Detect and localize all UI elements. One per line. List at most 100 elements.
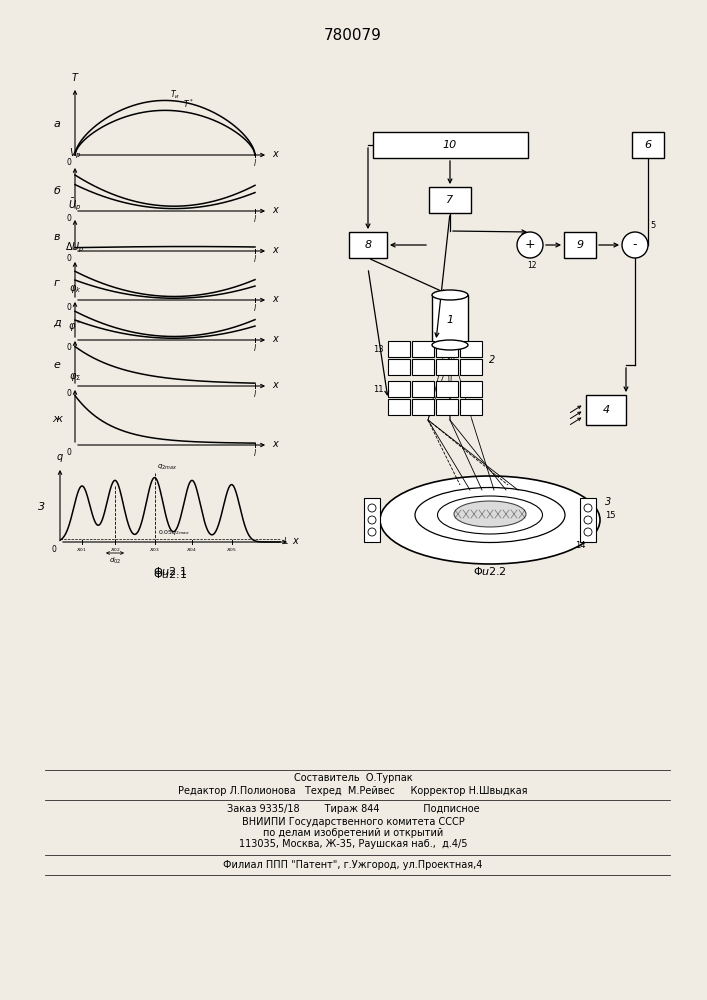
- Text: 10: 10: [443, 140, 457, 150]
- Circle shape: [368, 516, 376, 524]
- Bar: [388, 399, 410, 415]
- Text: 113035, Москва, Ж-35, Раушская наб.,  д.4/5: 113035, Москва, Ж-35, Раушская наб., д.4…: [239, 839, 467, 849]
- Text: Редактор Л.Полионова   Техред  М.Рейвес     Корректор Н.Швыдкая: Редактор Л.Полионова Техред М.Рейвес Кор…: [178, 786, 527, 796]
- Text: L: L: [284, 536, 288, 546]
- Text: $\Phi u2.2$: $\Phi u2.2$: [473, 565, 507, 577]
- Text: Заказ 9335/18        Тираж 844              Подписное: Заказ 9335/18 Тираж 844 Подписное: [227, 804, 479, 814]
- Ellipse shape: [454, 501, 526, 527]
- Text: 3: 3: [605, 497, 612, 507]
- Text: 11: 11: [373, 384, 384, 393]
- Text: l: l: [254, 215, 256, 224]
- Text: $\Delta U_p$: $\Delta U_p$: [65, 241, 85, 255]
- Text: ж: ж: [52, 414, 62, 424]
- Ellipse shape: [438, 496, 542, 534]
- Text: $x_{05}$: $x_{05}$: [226, 546, 237, 554]
- Text: 0: 0: [66, 303, 71, 312]
- Text: +: +: [525, 238, 535, 251]
- Text: $x_{02}$: $x_{02}$: [110, 546, 120, 554]
- Text: l: l: [254, 255, 256, 264]
- Bar: [412, 399, 434, 415]
- Text: 15: 15: [605, 510, 616, 520]
- Bar: [388, 381, 410, 397]
- Bar: [364, 498, 380, 542]
- Text: 9: 9: [576, 240, 583, 250]
- Text: 1: 1: [446, 315, 454, 325]
- Circle shape: [517, 232, 543, 258]
- Bar: [388, 359, 410, 375]
- Text: 0: 0: [51, 545, 56, 554]
- Text: l: l: [254, 449, 256, 458]
- Bar: [436, 359, 458, 375]
- Text: Составитель  О.Турпак: Составитель О.Турпак: [293, 773, 412, 783]
- Text: в: в: [54, 232, 60, 242]
- Bar: [564, 232, 596, 258]
- Text: Филиал ППП "Патент", г.Ужгород, ул.Проектная,4: Филиал ППП "Патент", г.Ужгород, ул.Проек…: [223, 860, 483, 870]
- Text: 4: 4: [602, 405, 609, 415]
- Bar: [460, 359, 482, 375]
- Bar: [436, 399, 458, 415]
- Text: l: l: [254, 159, 256, 168]
- Circle shape: [584, 516, 592, 524]
- Text: a: a: [54, 119, 60, 129]
- Ellipse shape: [380, 476, 600, 564]
- Text: $\varphi_k$: $\varphi_k$: [69, 283, 81, 295]
- Text: 2: 2: [489, 355, 495, 365]
- Circle shape: [368, 528, 376, 536]
- Ellipse shape: [432, 340, 468, 350]
- Ellipse shape: [415, 488, 565, 542]
- Text: $x_{03}$: $x_{03}$: [149, 546, 160, 554]
- Text: T: T: [72, 73, 78, 83]
- Text: 6: 6: [645, 140, 652, 150]
- Text: 0: 0: [66, 254, 71, 263]
- Text: 0: 0: [66, 343, 71, 352]
- Text: $q_{2max}$: $q_{2max}$: [156, 462, 177, 472]
- Text: x: x: [272, 294, 278, 304]
- Text: 7: 7: [446, 195, 454, 205]
- Text: г: г: [54, 277, 60, 288]
- Bar: [460, 381, 482, 397]
- Bar: [412, 341, 434, 357]
- Text: 5: 5: [650, 221, 655, 230]
- Text: $T^*$: $T^*$: [182, 98, 194, 110]
- Text: $0.05q_{2max}$: $0.05q_{2max}$: [158, 528, 189, 537]
- Text: 0: 0: [66, 389, 71, 398]
- Text: $\Phi u2.1$: $\Phi u2.1$: [153, 565, 187, 577]
- Ellipse shape: [432, 290, 468, 300]
- Bar: [432, 295, 468, 345]
- Text: б: б: [54, 186, 60, 196]
- Bar: [632, 132, 664, 158]
- Bar: [586, 395, 626, 425]
- Circle shape: [584, 528, 592, 536]
- Text: x: x: [292, 536, 298, 546]
- Bar: [412, 381, 434, 397]
- Text: по делам изобретений и открытий: по делам изобретений и открытий: [263, 828, 443, 838]
- Text: l: l: [254, 344, 256, 353]
- Text: $d_{02}$: $d_{02}$: [109, 556, 121, 566]
- Bar: [436, 341, 458, 357]
- Bar: [429, 187, 471, 213]
- Bar: [460, 399, 482, 415]
- Text: 780079: 780079: [324, 27, 382, 42]
- Text: x: x: [272, 245, 278, 255]
- Text: $x_{01}$: $x_{01}$: [76, 546, 88, 554]
- Text: 0: 0: [66, 214, 71, 223]
- Text: q: q: [57, 452, 63, 462]
- Text: x: x: [272, 380, 278, 390]
- Text: д: д: [53, 318, 61, 328]
- Text: 0: 0: [66, 158, 71, 167]
- Text: 0: 0: [66, 448, 71, 457]
- Circle shape: [584, 504, 592, 512]
- Text: x: x: [272, 334, 278, 344]
- Text: 8: 8: [364, 240, 372, 250]
- Text: $\bar{U}_p$: $\bar{U}_p$: [69, 197, 81, 213]
- Bar: [580, 498, 596, 542]
- Text: $\varphi_\Sigma$: $\varphi_\Sigma$: [69, 371, 81, 383]
- Bar: [412, 359, 434, 375]
- Text: е: е: [54, 360, 60, 370]
- Text: 14: 14: [575, 540, 585, 550]
- Text: $V_p$: $V_p$: [69, 147, 81, 161]
- Circle shape: [622, 232, 648, 258]
- Text: 13: 13: [373, 344, 384, 354]
- Bar: [460, 341, 482, 357]
- Text: x: x: [272, 205, 278, 215]
